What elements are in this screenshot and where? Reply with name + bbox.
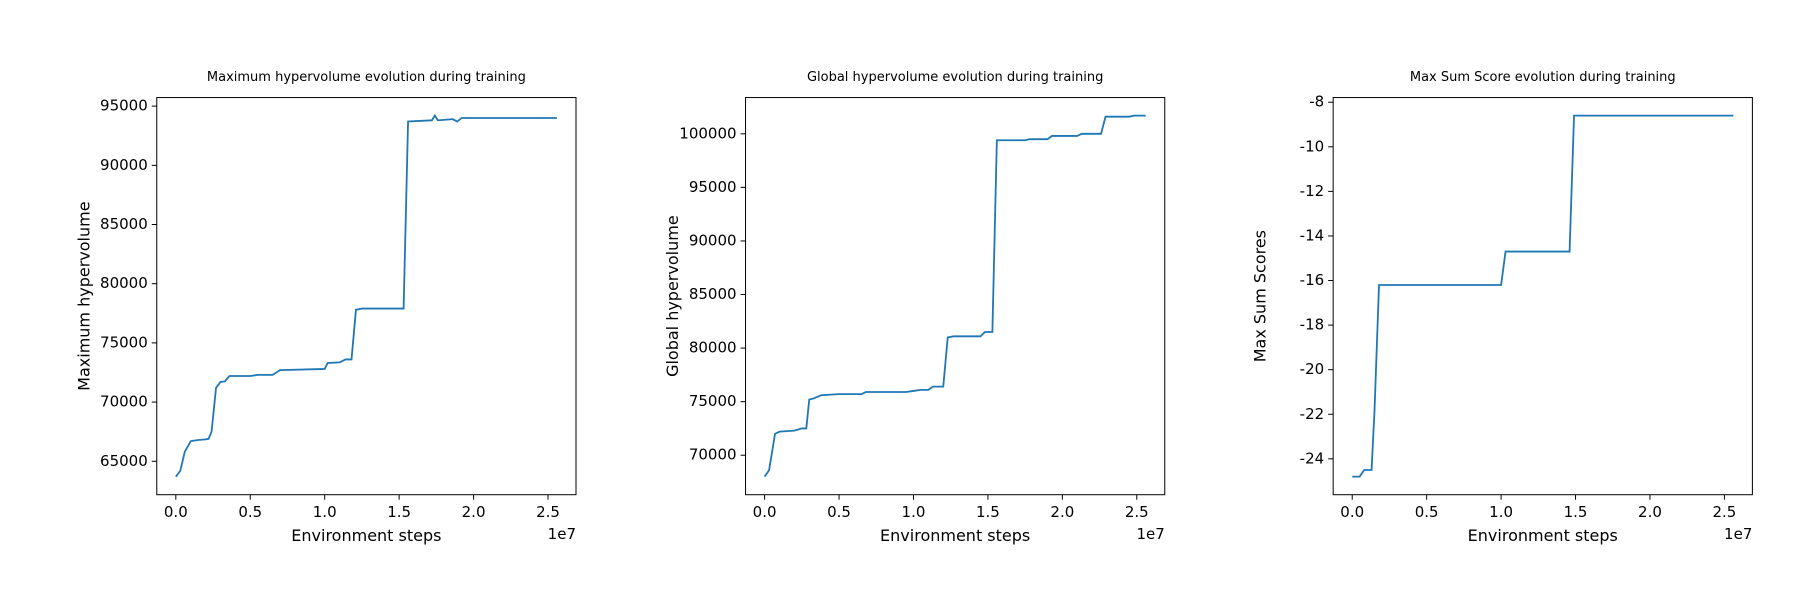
chart-title: Max Sum Score evolution during training — [1410, 70, 1676, 85]
x-tick-label: 2.0 — [1050, 503, 1074, 521]
y-tick-label: -12 — [1300, 182, 1325, 200]
x-tick-label: 2.0 — [462, 503, 486, 521]
x-tick-label: 1.5 — [976, 503, 1000, 521]
x-tick-label: 1.5 — [387, 503, 411, 521]
y-tick-label: 85000 — [100, 215, 148, 233]
y-tick-label: 100000 — [679, 124, 736, 142]
axes-frame — [1332, 97, 1753, 496]
x-offset-label: 1e7 — [548, 525, 576, 543]
y-axis-label: Global hypervolume — [663, 215, 682, 377]
x-tick-label: 0.0 — [164, 503, 188, 521]
data-line — [175, 113, 557, 478]
axes-frame — [745, 97, 1166, 496]
x-axis-label: Environment steps — [1468, 526, 1618, 545]
x-tick-label: 0.5 — [1415, 503, 1439, 521]
x-tick-label: 2.5 — [1712, 503, 1736, 521]
x-tick-label: 1.0 — [902, 503, 926, 521]
x-tick-label: 1.0 — [313, 503, 337, 521]
y-tick-label: 80000 — [100, 274, 148, 292]
y-axis-label: Max Sum Scores — [1251, 230, 1270, 362]
y-tick-label: -20 — [1300, 360, 1325, 378]
x-offset-label: 1e7 — [1724, 525, 1752, 543]
y-tick-label: -22 — [1300, 405, 1325, 423]
y-tick-label: 65000 — [100, 452, 148, 470]
chart-title: Maximum hypervolume evolution during tra… — [207, 70, 526, 85]
x-tick-label: 1.0 — [1489, 503, 1513, 521]
y-tick-label: 95000 — [689, 178, 737, 196]
y-tick-label: -10 — [1300, 137, 1325, 155]
y-tick-label: -8 — [1309, 93, 1324, 111]
chart-title: Global hypervolume evolution during trai… — [807, 70, 1103, 85]
x-tick-label: 0.5 — [238, 503, 262, 521]
x-tick-label: 0.5 — [827, 503, 851, 521]
y-tick-label: 70000 — [100, 393, 148, 411]
y-tick-label: -16 — [1300, 271, 1325, 289]
x-tick-label: 1.5 — [1564, 503, 1588, 521]
y-tick-label: 90000 — [689, 231, 737, 249]
x-tick-label: 2.5 — [536, 503, 560, 521]
y-tick-label: -18 — [1300, 316, 1325, 334]
y-tick-label: 80000 — [689, 339, 737, 357]
y-tick-label: 85000 — [689, 285, 737, 303]
y-axis-label: Maximum hypervolume — [74, 201, 93, 390]
axes-frame — [156, 97, 577, 496]
y-tick-label: 70000 — [689, 446, 737, 464]
data-line — [763, 114, 1146, 478]
x-tick-label: 0.0 — [1340, 503, 1364, 521]
data-line — [1352, 114, 1734, 478]
x-offset-label: 1e7 — [1136, 525, 1164, 543]
x-axis-label: Environment steps — [880, 526, 1030, 545]
x-tick-label: 2.0 — [1638, 503, 1662, 521]
y-tick-label: 75000 — [689, 392, 737, 410]
y-tick-label: 90000 — [100, 156, 148, 174]
y-tick-label: 95000 — [100, 97, 148, 115]
x-tick-label: 2.5 — [1125, 503, 1149, 521]
y-tick-label: -14 — [1300, 226, 1325, 244]
y-tick-label: -24 — [1300, 449, 1325, 467]
y-tick-label: 75000 — [100, 333, 148, 351]
x-axis-label: Environment steps — [291, 526, 441, 545]
x-tick-label: 0.0 — [753, 503, 777, 521]
